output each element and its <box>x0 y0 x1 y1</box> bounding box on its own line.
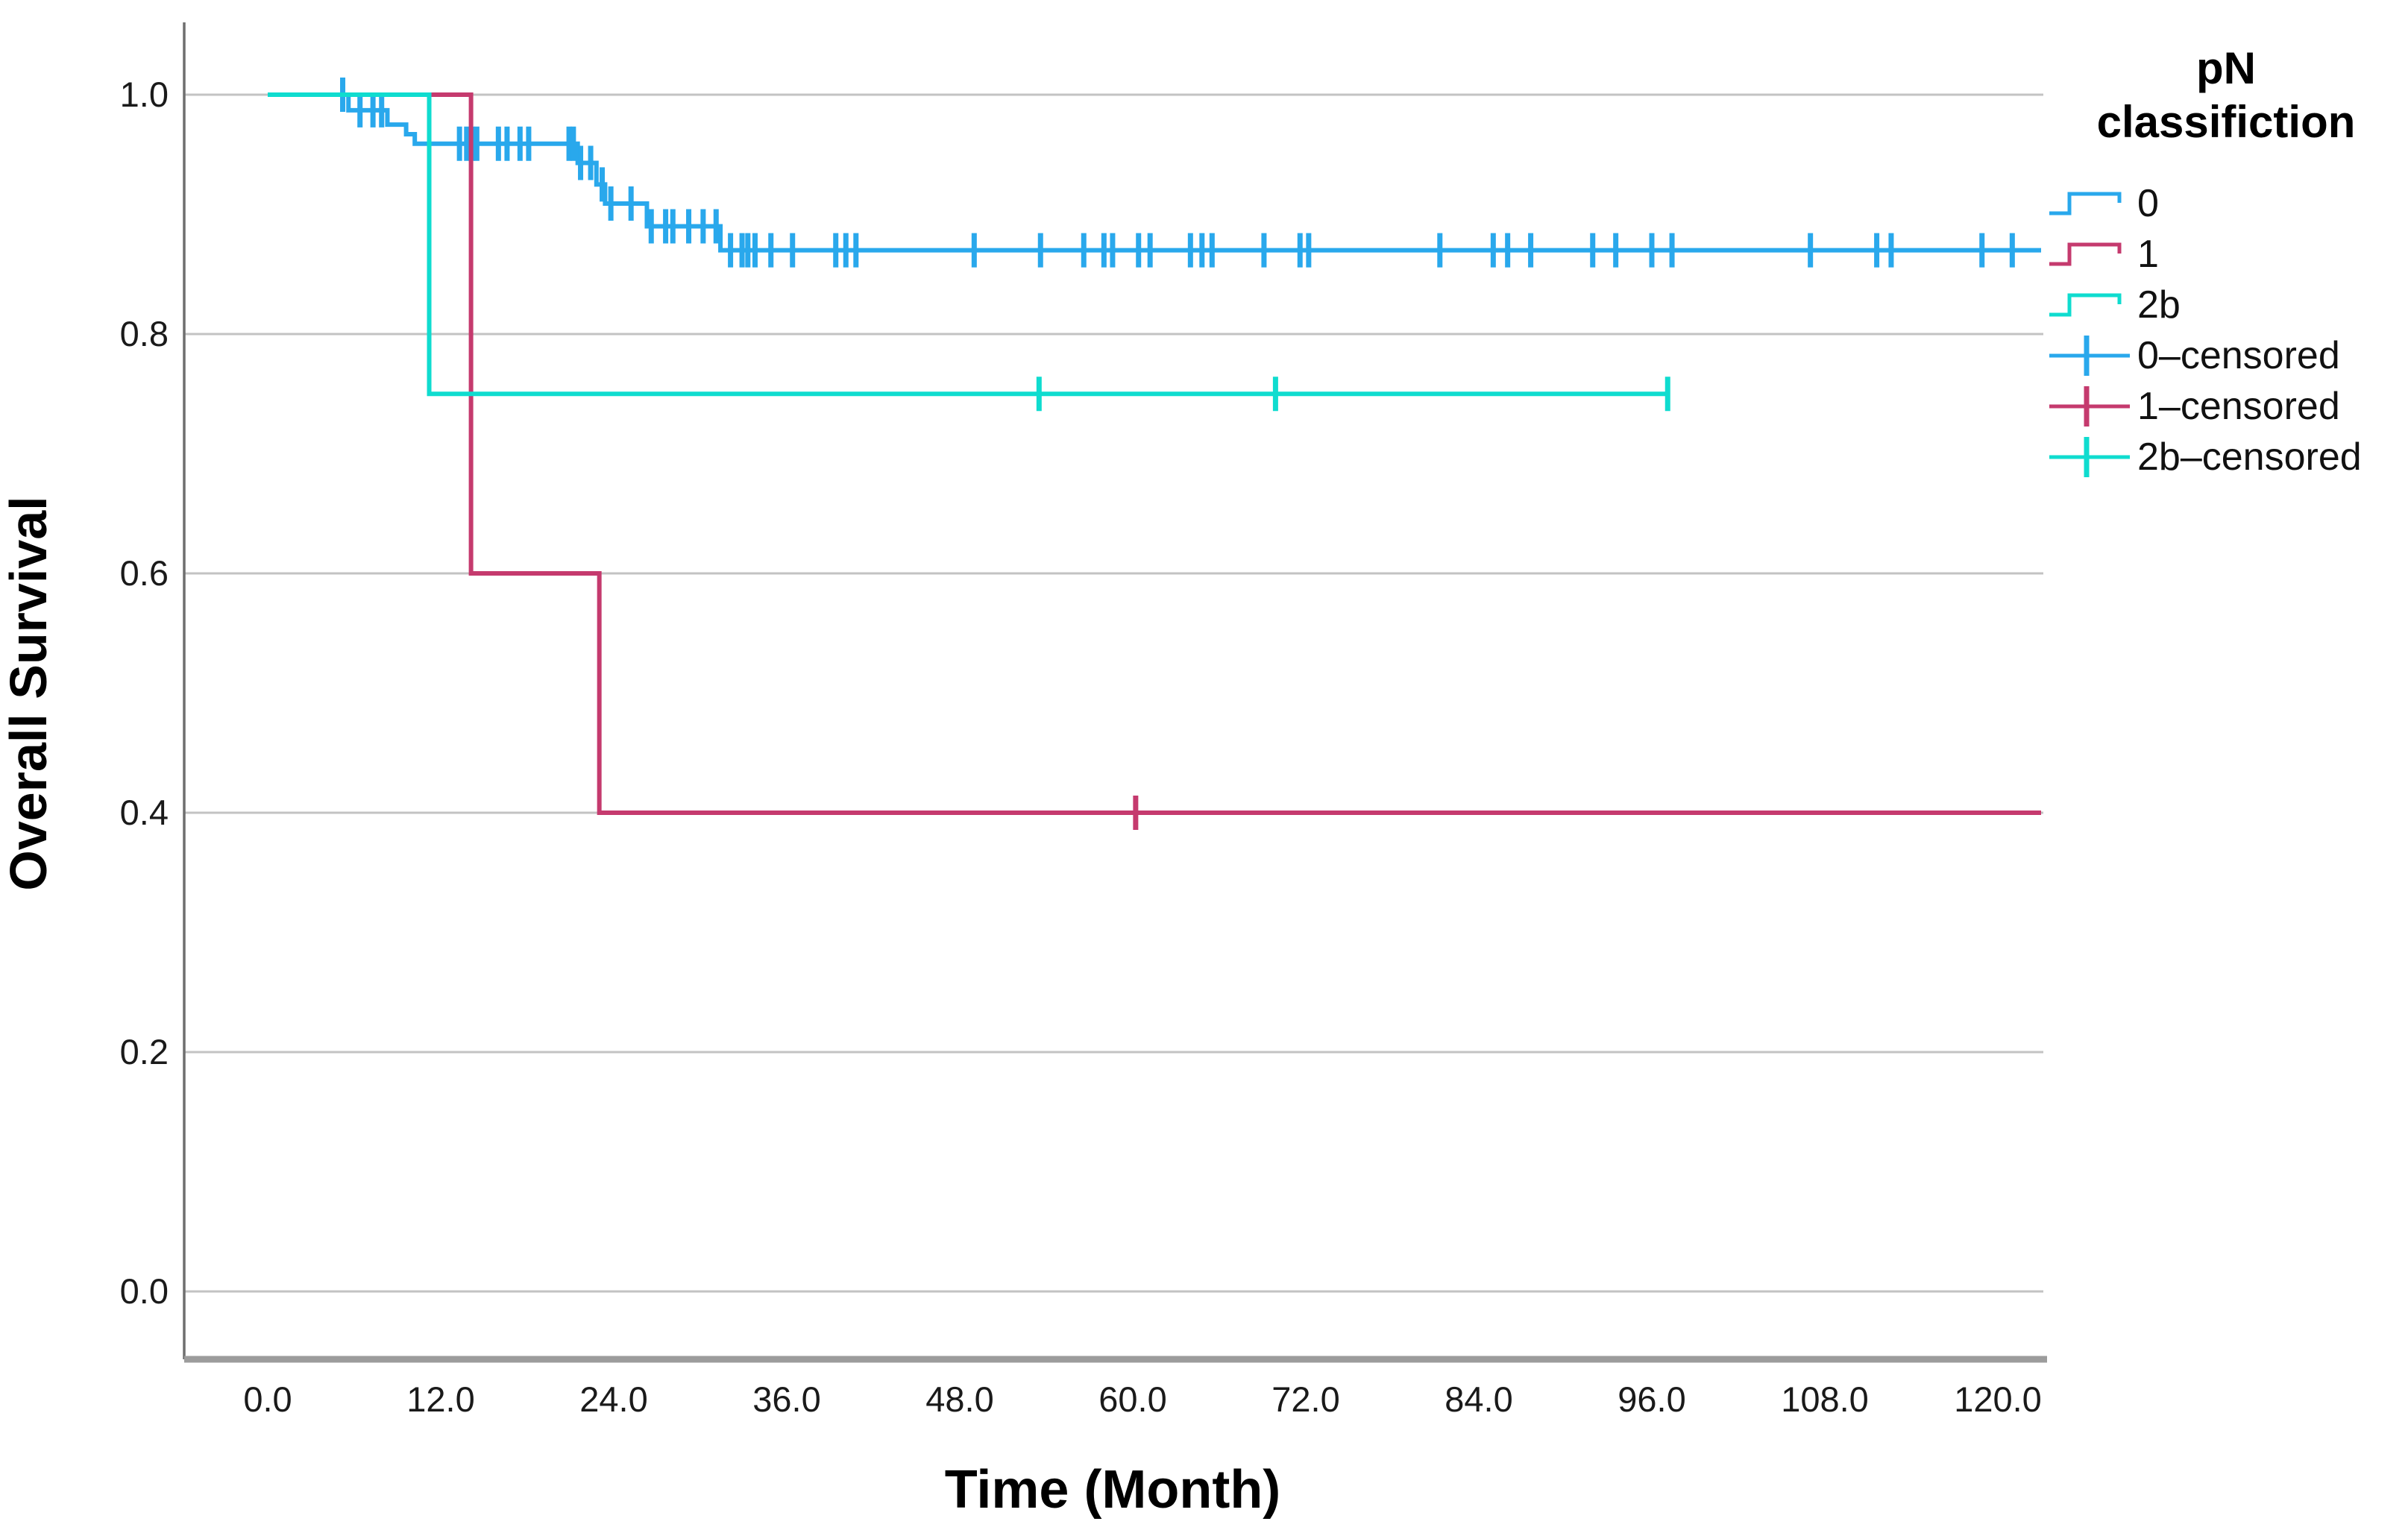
legend-item-label: 0 <box>2137 182 2159 225</box>
legend-swatch-step <box>2049 293 2122 317</box>
x-tick-label-12.0: 12.0 <box>406 1379 474 1419</box>
legend-item-0–censored: 0–censored <box>2049 334 2340 377</box>
survival-curve-pn1 <box>268 92 2041 815</box>
legend-swatch-step <box>2049 192 2122 215</box>
gridlines <box>184 93 2043 1293</box>
legend-item-1: 1 <box>2049 233 2159 276</box>
y-axis-title: Overall Survival <box>0 496 57 890</box>
x-tick-label-120.0: 120.0 <box>1954 1379 2042 1419</box>
y-tick-label-0.6: 0.6 <box>120 553 169 593</box>
survival-curve-pn2b <box>268 92 1668 397</box>
x-tick-labels: 0.0 12.0 24.0 36.0 48.0 60.0 72.0 84.0 96.0 108.0… <box>243 1379 2041 1419</box>
axes <box>183 22 2047 1363</box>
y-tick-label-0.0: 0.0 <box>120 1271 169 1311</box>
legend-item-label: 1 <box>2137 233 2159 276</box>
legend-item-0: 0 <box>2049 182 2159 225</box>
y-tick-label-0.4: 0.4 <box>120 793 169 832</box>
x-tick-label-60.0: 60.0 <box>1098 1379 1166 1419</box>
legend-item-2b–censored: 2b–censored <box>2049 435 2362 479</box>
x-tick-label-24.0: 24.0 <box>579 1379 647 1419</box>
legend: pN classifiction 0 1 2b 0–censored 1–censore… <box>2049 43 2362 479</box>
x-axis-title: Time (Month) <box>945 1460 1281 1520</box>
series-pn0 <box>268 78 2041 268</box>
legend-item-label: 2b–censored <box>2137 435 2362 479</box>
legend-item-label: 0–censored <box>2137 334 2340 377</box>
x-tick-label-108.0: 108.0 <box>1781 1379 1869 1419</box>
legend-title-line2: classifiction <box>2097 97 2356 147</box>
x-tick-label-48.0: 48.0 <box>925 1379 993 1419</box>
y-tick-labels: 1.0 0.8 0.6 0.4 0.2 0.0 <box>120 75 169 1311</box>
x-tick-label-72.0: 72.0 <box>1271 1379 1339 1419</box>
legend-item-label: 2b <box>2137 283 2181 327</box>
survival-curve-pn0 <box>268 92 2041 253</box>
series-pn1 <box>268 92 2041 830</box>
y-tick-label-1.0: 1.0 <box>120 75 169 114</box>
x-tick-label-84.0: 84.0 <box>1445 1379 1512 1419</box>
x-tick-label-96.0: 96.0 <box>1618 1379 1685 1419</box>
x-tick-label-36.0: 36.0 <box>752 1379 820 1419</box>
y-tick-label-0.8: 0.8 <box>120 314 169 353</box>
x-tick-label-0.0: 0.0 <box>243 1379 292 1419</box>
legend-swatch-step <box>2049 242 2122 266</box>
censor-marks-pn0 <box>340 78 2015 268</box>
legend-item-label: 1–censored <box>2137 385 2340 428</box>
y-tick-label-0.2: 0.2 <box>120 1032 169 1071</box>
series-pn2b <box>268 92 1670 412</box>
legend-items: 0 1 2b 0–censored 1–censored 2b–censored <box>2049 182 2362 479</box>
survival-curves <box>268 78 2041 830</box>
legend-item-2b: 2b <box>2049 283 2181 327</box>
legend-title-line1: pN <box>2196 43 2256 93</box>
censor-marks-pn2b <box>1036 377 1670 412</box>
legend-item-1–censored: 1–censored <box>2049 385 2340 428</box>
